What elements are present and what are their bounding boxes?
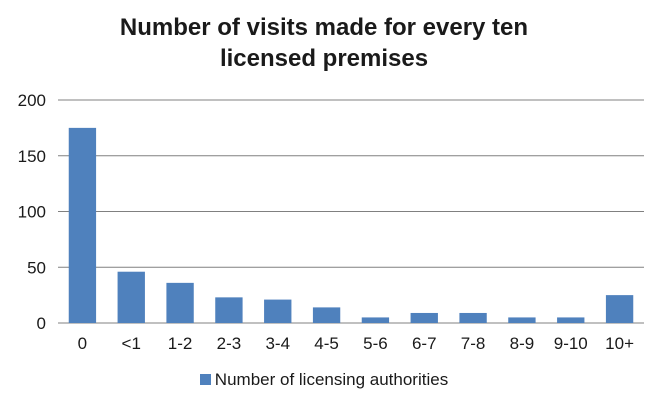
chart-title: Number of visits made for every ten lice… <box>0 12 648 74</box>
y-tick-label-0: 0 <box>37 314 46 333</box>
chart-title-line-2: licensed premises <box>219 45 429 72</box>
x-tick-label-6: 5-6 <box>363 334 388 353</box>
x-tick-label-11: 10+ <box>605 334 634 353</box>
bars <box>68 127 634 323</box>
x-tick-label-1: <1 <box>122 334 141 353</box>
bar-8-9 <box>508 317 536 323</box>
legend-label: Number of licensing authorities <box>214 370 449 389</box>
x-tick-label-2: 1-2 <box>168 334 193 353</box>
bar-7-8 <box>459 312 487 323</box>
bar-<1 <box>117 271 145 323</box>
x-tick-label-9: 8-9 <box>510 334 535 353</box>
x-tick-label-3: 2-3 <box>217 334 242 353</box>
x-tick-label-4: 3-4 <box>265 334 290 353</box>
gridlines <box>58 99 644 324</box>
legend-swatch <box>199 374 211 385</box>
bar-9-10 <box>557 317 585 323</box>
legend: Number of licensing authorities <box>0 370 648 390</box>
x-tick-label-0: 0 <box>78 334 87 353</box>
x-tick-label-8: 7-8 <box>461 334 486 353</box>
y-tick-label-150: 150 <box>18 147 46 166</box>
x-tick-label-5: 4-5 <box>314 334 339 353</box>
bar-5-6 <box>361 317 390 323</box>
y-axis-tick-labels: 0 50 100 150 200 <box>18 91 46 333</box>
y-tick-label-200: 200 <box>18 91 46 110</box>
bar-10+ <box>605 295 634 323</box>
y-tick-label-100: 100 <box>18 203 46 222</box>
bar-0 <box>68 127 97 323</box>
bar-1-2 <box>166 282 194 323</box>
y-tick-label-50: 50 <box>27 258 46 277</box>
chart-title-line-1: Number of visits made for every ten <box>119 14 529 41</box>
bar-3-4 <box>264 299 292 323</box>
bar-6-7 <box>410 312 438 323</box>
bar-4-5 <box>312 307 341 323</box>
x-axis-tick-labels: 0 <1 1-2 2-3 3-4 4-5 5-6 6-7 7-8 8-9 9-10 10+ <box>78 334 634 353</box>
x-tick-label-10: 9-10 <box>554 334 588 353</box>
x-tick-label-7: 6-7 <box>412 334 437 353</box>
bar-2-3 <box>215 297 243 323</box>
